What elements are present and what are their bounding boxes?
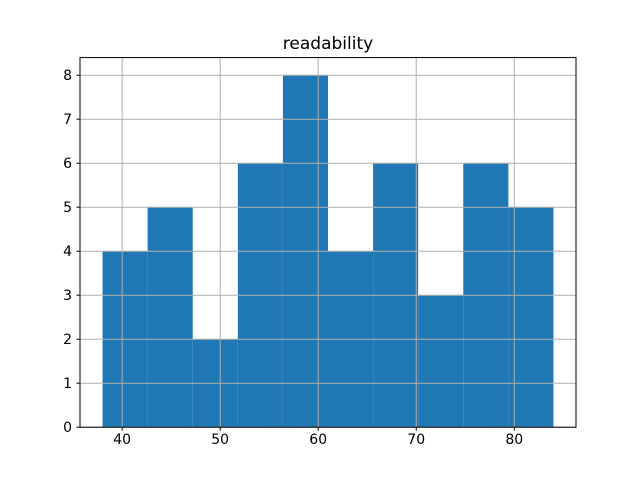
y-tick-label: 3	[63, 288, 72, 304]
x-tick-label: 70	[407, 432, 425, 448]
ticks-group	[76, 74, 515, 431]
histogram-bar	[418, 295, 464, 428]
y-tick-label: 2	[63, 332, 72, 348]
x-tick-label: 50	[211, 432, 229, 448]
y-tick-label: 7	[63, 112, 72, 128]
plot-border	[79, 57, 577, 428]
grid-group	[80, 57, 576, 428]
chart-title: readability	[283, 34, 373, 54]
axes-spines	[79, 57, 577, 428]
y-tick-label: 5	[63, 200, 72, 216]
y-tick-label: 1	[63, 376, 72, 392]
y-tick-label: 0	[63, 420, 72, 436]
x-tick-label: 60	[309, 432, 327, 448]
y-tick-labels: 0 1 2 3 4 5 6 7 8	[63, 68, 72, 436]
histogram-bar	[147, 207, 193, 428]
y-tick-label: 4	[63, 244, 72, 260]
x-tick-labels: 40 50 60 70 80	[113, 432, 523, 448]
y-tick-label: 8	[63, 68, 72, 84]
x-tick-label: 80	[505, 432, 523, 448]
y-tick-label: 6	[63, 156, 72, 172]
histogram-bar	[508, 207, 554, 428]
x-tick-label: 40	[113, 432, 131, 448]
